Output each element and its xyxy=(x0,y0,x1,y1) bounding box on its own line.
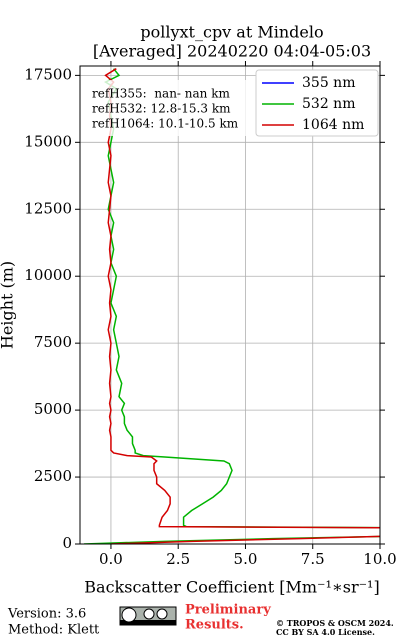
y-tick-label: 12500 xyxy=(24,199,72,217)
plot-lines xyxy=(84,68,380,544)
annotation-box xyxy=(88,80,248,136)
x-tick-label: 5.0 xyxy=(234,550,258,568)
license: CC BY SA 4.0 License. xyxy=(276,627,375,637)
notice: Results. xyxy=(185,618,244,633)
chart-title: pollyxt_cpv at Mindelo xyxy=(140,23,323,42)
grid: 0.0 2.5 5.0 7.5 10.0 0 2500 5000 7500 10000 12500 1… xyxy=(24,61,397,568)
legend-label: 1064 nm xyxy=(302,117,364,133)
y-tick-label: 2500 xyxy=(34,467,72,485)
notice: Preliminary xyxy=(185,603,271,618)
y-axis-label: Height (m) xyxy=(0,261,17,349)
legend-box xyxy=(255,69,379,137)
profile-line xyxy=(84,68,380,544)
annotation: refH355: nan- nan km xyxy=(92,87,230,101)
y-tick-label: 15000 xyxy=(24,132,72,150)
method: Method: Klett xyxy=(8,623,100,638)
version: Version: 3.6 xyxy=(7,607,86,622)
x-tick-label: 10.0 xyxy=(363,550,396,568)
x-axis-label: Backscatter Coefficient [Mm⁻¹∗sr⁻¹] xyxy=(84,578,379,597)
legend-label: 532 nm xyxy=(302,96,355,112)
profile-line xyxy=(104,68,380,544)
annotation: refH1064: 10.1-10.5 km xyxy=(92,117,239,131)
y-tick-label: 5000 xyxy=(34,400,72,418)
legend-label: 355 nm xyxy=(302,75,355,91)
y-tick-label: 17500 xyxy=(24,65,72,83)
legend: 355 nm 532 nm 1064 nm xyxy=(262,75,364,133)
x-tick-label: 2.5 xyxy=(166,550,190,568)
y-tick-label: 0 xyxy=(62,534,72,552)
license-badge xyxy=(119,606,177,626)
x-tick-label: 0.0 xyxy=(99,550,123,568)
annotation: refH532: 12.8-15.3 km xyxy=(92,102,231,116)
chart-subtitle: [Averaged] 20240220 04:04-05:03 xyxy=(93,42,371,61)
y-tick-label: 7500 xyxy=(34,333,72,351)
plot-frame xyxy=(79,65,381,545)
copyright: © TROPOS & OSCM 2024. xyxy=(276,618,394,628)
x-tick-label: 7.5 xyxy=(301,550,325,568)
y-tick-label: 10000 xyxy=(24,266,72,284)
